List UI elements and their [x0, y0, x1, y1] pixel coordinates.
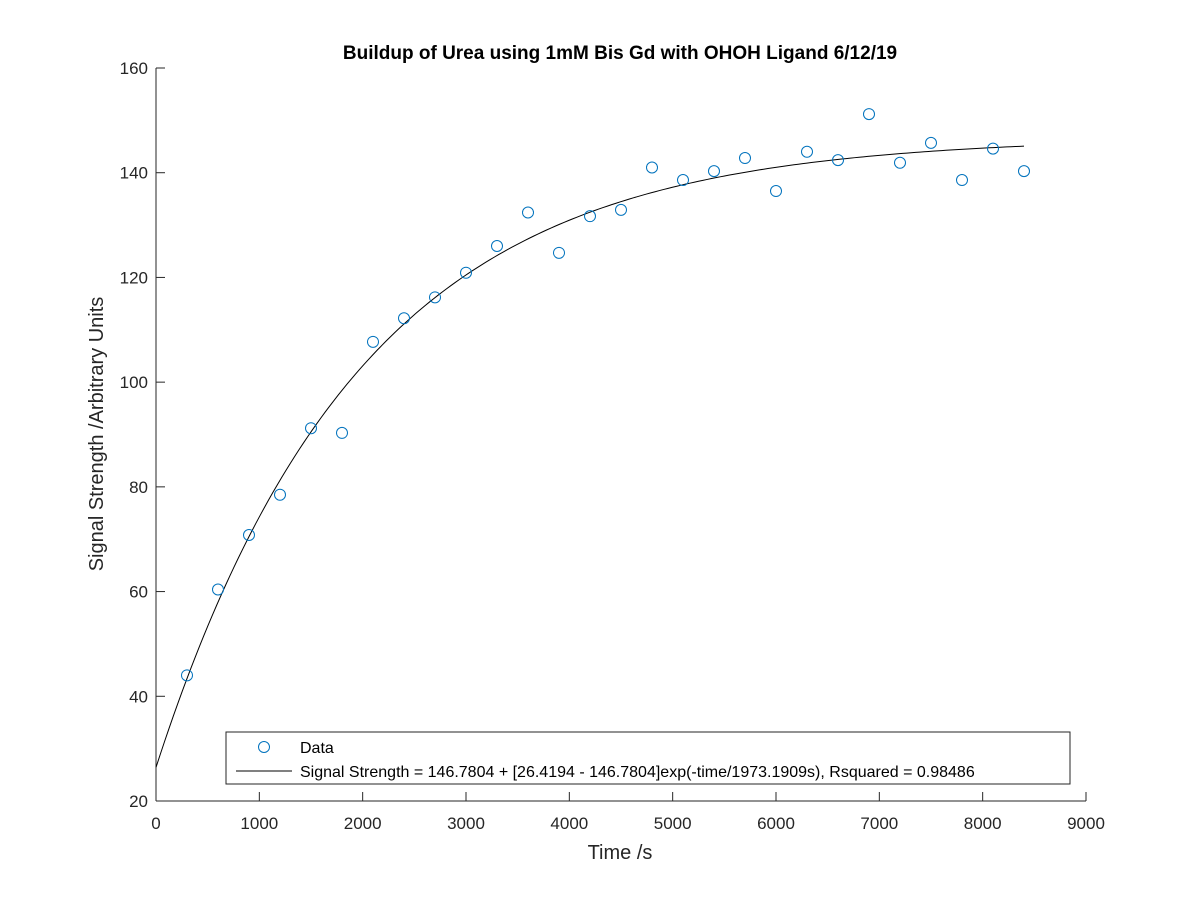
data-point — [739, 152, 751, 165]
data-point — [584, 210, 596, 223]
x-tick-label: 9000 — [1067, 814, 1105, 833]
legend-marker-data — [258, 741, 270, 753]
data-point — [801, 145, 813, 158]
data-point — [460, 266, 472, 279]
y-tick-label: 20 — [129, 792, 148, 811]
data-point — [398, 312, 410, 325]
data-point — [894, 156, 906, 169]
data-point — [553, 246, 565, 259]
data-point — [646, 161, 658, 174]
data-point — [336, 426, 348, 439]
legend-label-fit: Signal Strength = 146.7804 + [26.4194 - … — [300, 764, 975, 781]
data-point — [274, 488, 286, 501]
data-point — [305, 422, 317, 435]
data-point — [212, 583, 224, 596]
data-point — [429, 291, 441, 304]
data-point — [181, 669, 193, 682]
data-point — [522, 206, 534, 219]
legend: Data Signal Strength = 146.7804 + [26.419… — [225, 731, 1071, 785]
x-tick-label: 0 — [151, 814, 160, 833]
y-tick-label: 160 — [120, 59, 148, 78]
x-tick-label: 1000 — [240, 814, 278, 833]
fit-curve-line — [155, 145, 1025, 768]
x-tick-label: 6000 — [757, 814, 795, 833]
y-axis-label: Signal Strength /Arbitrary Units — [86, 297, 108, 572]
data-point — [987, 142, 999, 155]
data-point — [925, 136, 937, 149]
data-point — [367, 335, 379, 348]
x-tick-label: 4000 — [550, 814, 588, 833]
x-tick-label: 5000 — [654, 814, 692, 833]
y-tick-label: 80 — [129, 478, 148, 497]
data-point — [770, 185, 782, 198]
y-tick-label: 60 — [129, 583, 148, 602]
x-tick-label: 7000 — [860, 814, 898, 833]
data-point — [956, 174, 968, 187]
x-tick-label: 3000 — [447, 814, 485, 833]
data-point — [677, 174, 689, 187]
data-point — [615, 203, 627, 216]
y-tick-label: 140 — [120, 164, 148, 183]
y-tick-label: 100 — [120, 373, 148, 392]
y-tick-label: 120 — [120, 268, 148, 287]
data-point — [708, 165, 720, 178]
data-point — [863, 108, 875, 121]
y-tick-label: 40 — [129, 687, 148, 706]
x-axis-label: Time /s — [588, 842, 653, 864]
x-tick-label: 8000 — [964, 814, 1002, 833]
legend-label-data: Data — [300, 740, 334, 757]
data-point — [491, 240, 503, 253]
data-point — [243, 529, 255, 542]
legend-box — [225, 731, 1071, 785]
x-tick-label: 2000 — [344, 814, 382, 833]
plot-area — [155, 108, 1030, 768]
axes: 0 1000 2000 3000 4000 5000 6000 7000 8000 9000 20 4… — [120, 59, 1105, 833]
data-point — [832, 154, 844, 167]
chart-title: Buildup of Urea using 1mM Bis Gd with OH… — [343, 43, 897, 64]
data-point — [1018, 165, 1030, 178]
